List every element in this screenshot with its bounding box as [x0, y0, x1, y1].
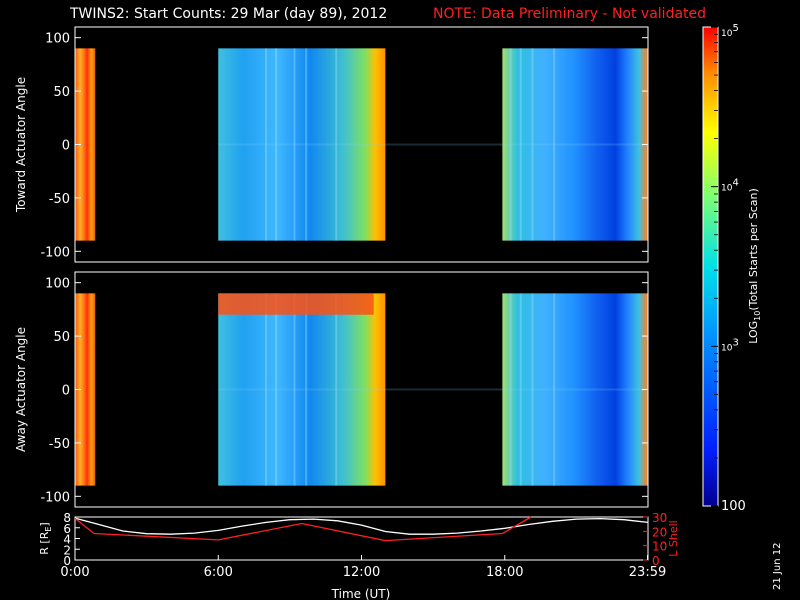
heatmap-streak	[265, 48, 268, 241]
heatmap-streak	[265, 293, 268, 486]
radius-tick-label: 8	[63, 511, 71, 525]
away-y-label: Away Actuator Angle	[14, 327, 28, 452]
heatmap-streak	[519, 293, 522, 486]
y-tick-label: -50	[49, 437, 70, 452]
heatmap-streak	[519, 48, 522, 241]
radius-tick-label: 0	[63, 554, 71, 568]
zero-angle-line	[218, 388, 648, 391]
y-tick-label: 0	[62, 139, 70, 154]
y-tick-label: -100	[40, 245, 70, 260]
colorbar-tick-label: 100	[721, 499, 746, 514]
colorbar-tick-label: 104	[721, 178, 739, 194]
heatmap-streak	[335, 293, 338, 486]
zero-angle-line	[218, 143, 648, 146]
toward-heatmap-data	[75, 27, 648, 262]
lshell-tick-label: 20	[652, 525, 667, 539]
heatmap-streak	[335, 48, 338, 241]
colorbar-tick-label: 105	[721, 23, 739, 39]
heatmap-streak	[305, 48, 308, 241]
radius-tick-label: 4	[63, 533, 71, 547]
lshell-tick-label: 0	[652, 554, 660, 568]
y-tick-label: 100	[45, 32, 70, 47]
colorbar-gradient	[702, 26, 719, 507]
orbit-panel-frame	[74, 516, 649, 561]
heatmap-streak	[275, 293, 278, 486]
heatmap-streak	[293, 48, 296, 241]
heatmap-streak	[275, 48, 278, 241]
high-angle-band	[218, 293, 374, 315]
y-tick-label: -50	[49, 192, 70, 207]
lshell-line	[74, 516, 532, 542]
toward-heatmap-panel: 100 50 0 -50 -100 Toward Actuator Angle	[14, 26, 649, 263]
away-heatmap-panel: 100 50 0 -50 -100 Away Actuator Angle	[14, 271, 649, 508]
heatmap-streak	[509, 48, 512, 241]
radius-tick-label: 2	[63, 543, 71, 557]
heatmap-streak	[293, 293, 296, 486]
time-axis-label: Time (UT)	[331, 587, 391, 600]
colorbar-label: LOG10(Total Starts per Scan)	[747, 188, 762, 344]
heatmap-streak	[553, 48, 556, 241]
chart-title: TWINS2: Start Counts: 29 Mar (day 89), 2…	[70, 6, 388, 22]
heatmap-interval-2	[218, 48, 386, 241]
preliminary-note: NOTE: Data Preliminary - Not validated	[433, 6, 707, 22]
orbit-lines	[74, 516, 649, 542]
time-tick-label: 23:59	[629, 565, 666, 580]
y-tick-label: 0	[62, 384, 70, 399]
heatmap-interval-3	[502, 48, 648, 241]
away-heatmap-data	[75, 272, 648, 507]
time-tick-label: 18:00	[486, 565, 523, 580]
colorbar-tick-label: 103	[721, 337, 739, 353]
y-tick-label: 50	[53, 85, 70, 100]
radius-axis-label: R [RE]	[38, 522, 53, 554]
lshell-tick-label: 10	[652, 540, 667, 554]
time-tick-label: 0:00	[60, 565, 89, 580]
heatmap-streak	[305, 293, 308, 486]
heatmap-streak	[509, 293, 512, 486]
time-tick-label: 12:00	[343, 565, 380, 580]
heatmap-interval-3	[502, 293, 648, 486]
y-tick-label: 50	[53, 330, 70, 345]
radius-line	[74, 517, 649, 535]
toward-y-label: Toward Actuator Angle	[14, 77, 28, 213]
heatmap-interval-1	[75, 293, 96, 486]
heatmap-interval-1	[75, 48, 96, 241]
radius-tick-label: 6	[63, 522, 71, 536]
away-y-ticks: 100 50 0 -50 -100	[40, 277, 648, 505]
y-tick-label: 100	[45, 277, 70, 292]
colorbar: 105 104 103 100 LOG10(Total Starts per Scan…	[702, 23, 762, 514]
heatmap-streak	[531, 293, 534, 486]
heatmap-interval-2	[218, 293, 386, 486]
heatmap-streak	[553, 293, 556, 486]
toward-y-ticks: 100 50 0 -50 -100	[40, 32, 648, 260]
time-ticks: 0:00 6:00 12:00 18:00 23:59	[60, 555, 666, 580]
lshell-tick-label: 30	[652, 511, 667, 525]
lshell-axis-label: L Shell	[667, 520, 680, 556]
y-tick-label: -100	[40, 490, 70, 505]
time-tick-label: 6:00	[204, 565, 233, 580]
heatmap-streak	[531, 48, 534, 241]
colorbar-ticks: 105 104 103 100	[711, 23, 746, 514]
